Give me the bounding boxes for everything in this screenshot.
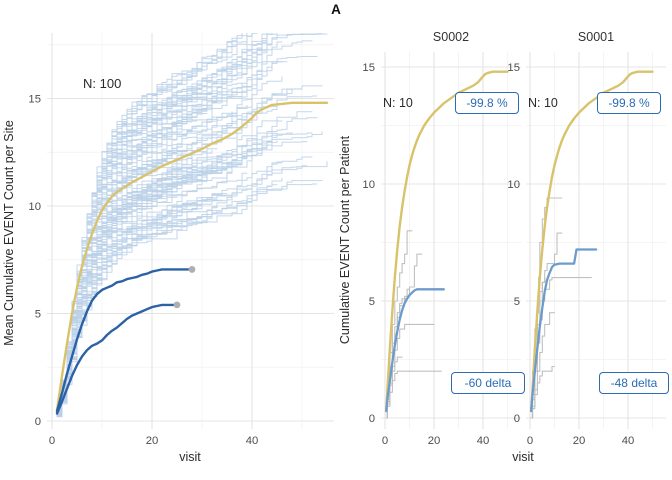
percent-badge-s0001: -99.8 % (597, 92, 661, 114)
x-tick-label: 20 (428, 435, 441, 447)
y-tick-label: 10 (28, 201, 41, 213)
y-tick-label: 5 (369, 296, 375, 308)
y-tick-label: 15 (28, 94, 41, 106)
series-all-sites-ensemble (56, 162, 283, 409)
series-all-sites-ensemble (56, 36, 268, 411)
right-x-axis-title: visit (512, 450, 534, 464)
n-annotation-s0002: N: 10 (383, 96, 413, 110)
series-all-sites-ensemble (56, 141, 308, 417)
figure-title: A (331, 2, 341, 17)
tick-labels-site-overview: 0 5 10 15 0 20 40 (28, 94, 258, 448)
series-all-sites-ensemble (56, 33, 273, 417)
series-all-sites-ensemble (56, 135, 273, 412)
y-tick-label: 15 (362, 62, 375, 74)
delta-badge-s0002: -60 delta (451, 372, 525, 394)
right-y-axis-title: Cumulative EVENT Count per Patient (338, 135, 352, 345)
n-annotation-s0001: N: 10 (528, 96, 558, 110)
series-patient-4 (530, 312, 556, 419)
series-site-mean-S0002 (385, 288, 445, 413)
series-all-sites-ensemble (56, 170, 233, 410)
x-tick-label: 40 (246, 435, 259, 447)
series-benchmark-mean (385, 70, 509, 413)
series-all-sites-ensemble (56, 127, 198, 411)
series-site-S0001 (55, 268, 194, 413)
series-mean-across-sites (55, 101, 329, 412)
x-tick-label: 0 (382, 435, 388, 447)
y-tick-label: 15 (507, 62, 520, 74)
series-group-patients-S0001 (530, 70, 654, 419)
series-all-sites-ensemble (56, 144, 183, 416)
y-tick-label: 10 (507, 179, 520, 191)
series-all-sites-ensemble (56, 161, 328, 416)
tick-labels-patients-S0001: 0 5 10 15 0 20 40 (507, 62, 634, 447)
x-tick-label: 40 (622, 435, 635, 447)
y-tick-label: 0 (369, 413, 375, 425)
y-tick-label: 0 (35, 416, 41, 428)
series-all-sites-ensemble (56, 33, 268, 414)
series-benchmark-mean (530, 70, 654, 413)
n-annotation-sites: N: 100 (83, 76, 122, 91)
series-all-sites-ensemble (56, 85, 323, 409)
end-dot-site-S0002 (173, 301, 181, 309)
series-all-sites-ensemble (56, 137, 258, 417)
left-x-axis-title: visit (179, 450, 201, 464)
series-all-sites-ensemble (56, 177, 283, 412)
delta-badge-s0001: -48 delta (599, 372, 669, 394)
x-tick-label: 0 (527, 435, 533, 447)
series-group-patients-S0002 (385, 70, 509, 419)
y-tick-label: 0 (514, 413, 520, 425)
series-all-sites-ensemble (56, 88, 233, 414)
gridlines-patients-S0002 (381, 52, 521, 429)
y-tick-label: 5 (35, 309, 41, 321)
gridlines-patients-S0001 (526, 52, 666, 429)
series-patient-4 (385, 370, 442, 419)
series-group-site-overview (55, 33, 329, 418)
x-tick-label: 20 (146, 435, 159, 447)
percent-badge-s0002: -99.8 % (455, 92, 519, 114)
series-site-S0002 (55, 303, 179, 415)
left-y-axis-title: Mean Cumulative EVENT Count per Site (2, 120, 16, 346)
series-patient-6 (530, 365, 556, 419)
series-patient-3 (385, 323, 435, 419)
x-tick-label: 20 (573, 435, 586, 447)
series-all-sites-ensemble (56, 33, 258, 414)
facet-label-s0002: S0002 (432, 30, 470, 44)
series-all-sites-ensemble (56, 117, 318, 412)
series-site-mean-S0001 (530, 248, 598, 413)
end-dot-site-S0001 (188, 266, 196, 273)
x-tick-label: 0 (49, 435, 55, 447)
y-tick-label: 10 (362, 179, 375, 191)
facet-label-s0001: S0001 (577, 30, 615, 44)
tick-labels-patients-S0002: 0 5 10 15 0 20 40 (362, 62, 489, 447)
y-tick-label: 5 (514, 296, 520, 308)
series-patient-1 (530, 197, 563, 419)
x-tick-label: 40 (477, 435, 490, 447)
series-all-sites-ensemble (56, 47, 238, 416)
